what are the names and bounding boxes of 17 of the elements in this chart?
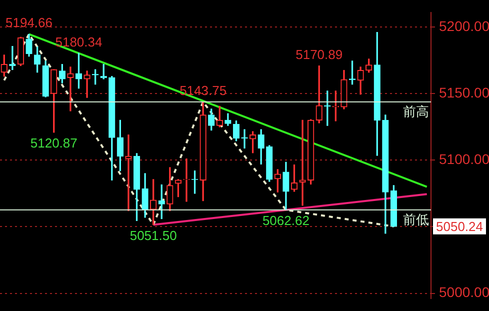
annotation: 5051.50 [130, 228, 177, 243]
ref-line-label: 前高 [403, 104, 429, 119]
text: 5050.24 [436, 218, 483, 234]
ref-line-label: 前低 [403, 212, 429, 227]
y-tick-label: 5150.00 [439, 84, 489, 100]
annotation: 5120.87 [30, 135, 78, 150]
y-tick-label: 5000.00 [439, 284, 489, 300]
annotation: 5180.34 [55, 34, 102, 50]
y-tick-label: 5200.00 [439, 18, 489, 34]
candlestick [84, 70, 90, 98]
annotation: 5194.66 [6, 15, 53, 30]
annotation: 5143.75 [180, 83, 227, 98]
annotation: 5062.62 [262, 212, 310, 228]
candlestick [67, 66, 74, 112]
candlestick [9, 46, 16, 70]
annotation: 5170.89 [296, 46, 343, 62]
y-tick-label: 5100.00 [439, 151, 489, 168]
